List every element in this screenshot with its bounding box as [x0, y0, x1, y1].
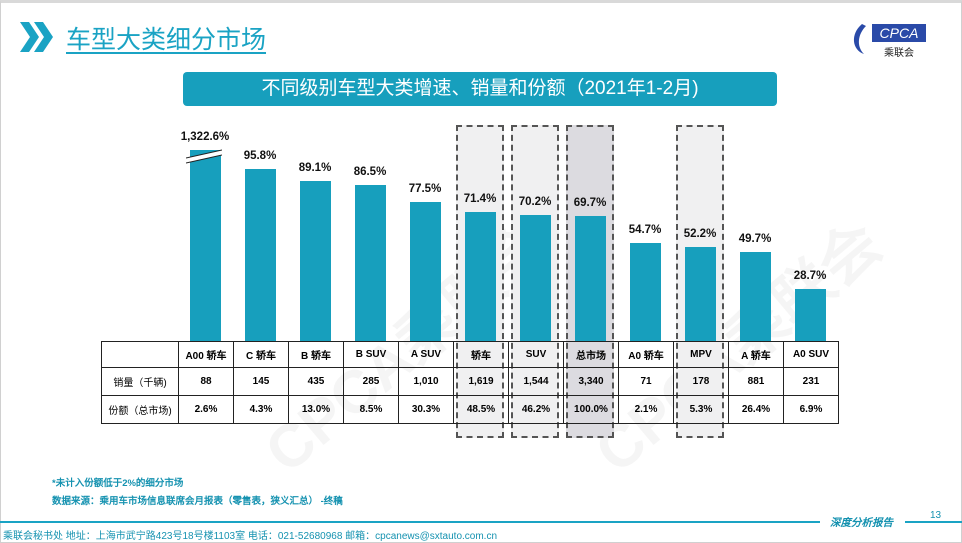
- table-cell: 4.3%: [233, 395, 289, 424]
- divider: [0, 521, 820, 523]
- category-label: B SUV: [343, 341, 399, 368]
- bar-value-label: 54.7%: [628, 223, 662, 236]
- cpca-logo: CPCA 乘联会: [853, 24, 926, 59]
- table-cell: 26.4%: [728, 395, 784, 424]
- source-note: 数据来源：乘用车市场信息联席会月报表（零售表，狭义汇总） -终稿: [52, 496, 343, 507]
- table-cell: 71: [618, 367, 674, 396]
- category-label: A0 轿车: [618, 341, 674, 368]
- table-cell: 881: [728, 367, 784, 396]
- category-label: A00 轿车: [178, 341, 234, 368]
- table-cell: 435: [288, 367, 344, 396]
- bar: [355, 185, 386, 341]
- footer-text: 乘联会秘书处 地址：上海市武宁路423号18号楼1103室 电话：021-526…: [3, 531, 498, 542]
- bar-value-label: 69.7%: [573, 196, 607, 209]
- bar: [520, 214, 551, 341]
- bar-value-label: 52.2%: [683, 228, 717, 241]
- table-cell: 1,010: [398, 367, 454, 396]
- bar: [300, 180, 331, 341]
- table-cell: 6.9%: [783, 395, 839, 424]
- bar-value-label: 1,322.6%: [180, 131, 230, 143]
- chart-title: 不同级别车型大类增速、销量和份额（2021年1-2月): [183, 72, 777, 106]
- table-cell: 3,340: [563, 367, 619, 396]
- page-title: 车型大类细分市场: [66, 26, 267, 54]
- bar-value-label: 89.1%: [298, 161, 332, 174]
- table-cell: 285: [343, 367, 399, 396]
- bar-value-label: 86.5%: [353, 166, 387, 179]
- svg-text:乘联会: 乘联会: [884, 46, 914, 59]
- bar-value-label: 77.5%: [408, 182, 442, 195]
- table-cell: 2.6%: [178, 395, 234, 424]
- table-cell: 1,619: [453, 367, 509, 396]
- table-cell: 30.3%: [398, 395, 454, 424]
- table-cell: 46.2%: [508, 395, 564, 424]
- bar-value-label: 70.2%: [518, 195, 552, 208]
- category-label: 轿车: [453, 341, 509, 368]
- report-label: 深度分析报告: [830, 517, 893, 529]
- category-label: A 轿车: [728, 341, 784, 368]
- page-number: 13: [930, 510, 942, 521]
- bar-value-label: 49.7%: [738, 232, 772, 245]
- table-cell: 1,544: [508, 367, 564, 396]
- table-cell: 8.5%: [343, 395, 399, 424]
- bar: [575, 215, 606, 341]
- table-cell: 145: [233, 367, 289, 396]
- category-label: SUV: [508, 341, 564, 368]
- bar-value-label: 71.4%: [463, 193, 497, 206]
- svg-text:CPCA: CPCA: [880, 25, 919, 41]
- bar: [465, 212, 496, 341]
- table-cell: 100.0%: [563, 395, 619, 424]
- bar-value-label: 28.7%: [793, 270, 827, 283]
- category-label: MPV: [673, 341, 729, 368]
- divider: [905, 521, 962, 523]
- bar: [190, 150, 221, 341]
- axis-break-mark: [186, 149, 222, 164]
- bar: [410, 201, 441, 341]
- table-cell: 231: [783, 367, 839, 396]
- bar: [245, 168, 276, 341]
- bar: [795, 289, 826, 341]
- data-table: A00 轿车 C 轿车 B 轿车 B SUV A SUV 轿车 SUV 总市场 A0 轿车 MPV…: [101, 341, 839, 424]
- table-cell: 5.3%: [673, 395, 729, 424]
- table-cell: 2.1%: [618, 395, 674, 424]
- chevron-icon: [20, 22, 53, 52]
- table-cell: 178: [673, 367, 729, 396]
- bar: [685, 247, 716, 341]
- category-label: 总市场: [563, 341, 619, 368]
- note: *未计入份额低于2%的细分市场: [52, 478, 184, 489]
- category-label: A SUV: [398, 341, 454, 368]
- row-label: 份额（总市场): [101, 395, 179, 424]
- table-cell: 48.5%: [453, 395, 509, 424]
- table-cell: 88: [178, 367, 234, 396]
- category-label: C 轿车: [233, 341, 289, 368]
- row-label: 销量（千辆): [101, 367, 179, 396]
- bar: [740, 251, 771, 341]
- category-label: B 轿车: [288, 341, 344, 368]
- bar-value-label: 95.8%: [243, 149, 277, 162]
- bar: [630, 242, 661, 341]
- table-cell: 13.0%: [288, 395, 344, 424]
- category-label: A0 SUV: [783, 341, 839, 368]
